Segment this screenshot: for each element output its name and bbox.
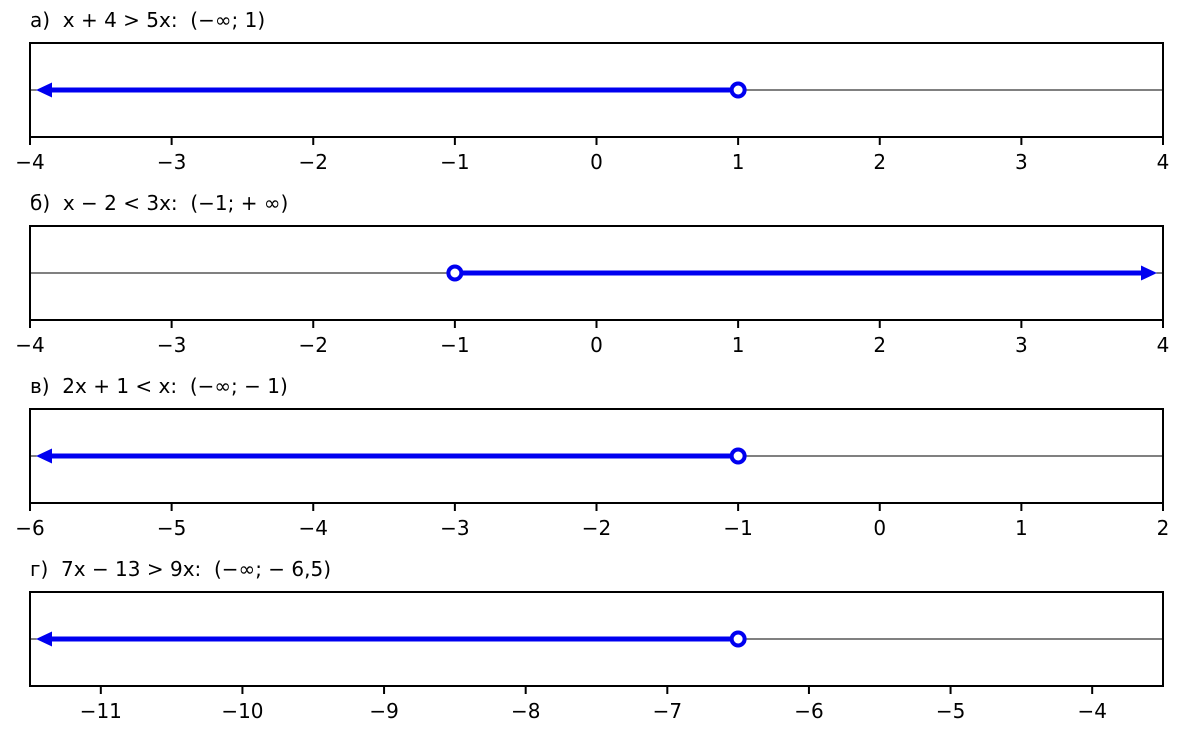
tick-label: −3 xyxy=(157,333,186,357)
open-endpoint xyxy=(446,264,464,282)
tick-label: −6 xyxy=(794,699,823,723)
tick-label: −4 xyxy=(299,516,328,540)
tick-label: 2 xyxy=(1157,516,1170,540)
tick-label: 4 xyxy=(1157,150,1170,174)
open-endpoint xyxy=(729,447,747,465)
tick-label: −2 xyxy=(582,516,611,540)
axes-frame xyxy=(29,408,1164,504)
tick-label: 1 xyxy=(732,333,745,357)
panel-b: б) x − 2 < 3x: (−1; + ∞) −4 −3 −2 −1 0 1 2 3 4 xyxy=(0,183,1185,366)
tick-label: 2 xyxy=(873,333,886,357)
tick-label: 2 xyxy=(873,150,886,174)
tick-label: −6 xyxy=(15,516,44,540)
tick-label: −5 xyxy=(936,699,965,723)
tick-label: −4 xyxy=(15,333,44,357)
panel-title-b: б) x − 2 < 3x: (−1; + ∞) xyxy=(30,191,289,215)
ray-arrowhead-icon xyxy=(36,631,52,647)
tick-label: −4 xyxy=(1077,699,1106,723)
tick-label: −3 xyxy=(440,516,469,540)
tick-label: −9 xyxy=(369,699,398,723)
tick-label: −7 xyxy=(653,699,682,723)
panel-a: а) x + 4 > 5x: (−∞; 1) −4 −3 −2 −1 0 1 2 3 4 xyxy=(0,0,1185,183)
tick-label: −2 xyxy=(299,150,328,174)
tick-label: 0 xyxy=(590,333,603,357)
tick-label: −2 xyxy=(299,333,328,357)
tick-label: −1 xyxy=(723,516,752,540)
number-line-plot-g: −11 −10 −9 −8 −7 −6 −5 −4 xyxy=(29,591,1164,723)
ray-arrowhead-icon xyxy=(36,82,52,98)
tick-label: 3 xyxy=(1015,333,1028,357)
ray-arrowhead-icon xyxy=(36,448,52,464)
tick-label: 1 xyxy=(732,150,745,174)
tick-label: −8 xyxy=(511,699,540,723)
tick-label: 0 xyxy=(590,150,603,174)
open-endpoint xyxy=(729,630,747,648)
panel-title-g: г) 7x − 13 > 9x: (−∞; − 6,5) xyxy=(30,557,332,581)
ray-arrowhead-icon xyxy=(1141,265,1157,281)
number-line-plot-v: −6 −5 −4 −3 −2 −1 0 1 2 xyxy=(15,408,1170,540)
axes-frame xyxy=(29,591,1164,687)
tick-label: 1 xyxy=(1015,516,1028,540)
tick-label: −5 xyxy=(157,516,186,540)
tick-label: −10 xyxy=(221,699,263,723)
panel-g: г) 7x − 13 > 9x: (−∞; − 6,5) −11 −10 −9 −8−… xyxy=(0,549,1185,732)
tick-label: −3 xyxy=(157,150,186,174)
tick-label: −4 xyxy=(15,150,44,174)
panel-v: в) 2x + 1 < x: (−∞; − 1) −6 −5 −4 −3 −2 −1 0 1 2 xyxy=(0,366,1185,549)
panel-title-a: а) x + 4 > 5x: (−∞; 1) xyxy=(30,8,266,32)
open-endpoint xyxy=(729,81,747,99)
tick-label: 3 xyxy=(1015,150,1028,174)
number-line-plot-b: −4 −3 −2 −1 0 1 2 3 4 xyxy=(15,225,1170,357)
tick-label: −1 xyxy=(440,333,469,357)
axes-frame xyxy=(29,42,1164,138)
tick-label: 4 xyxy=(1157,333,1170,357)
axes-frame xyxy=(29,225,1164,321)
tick-label: −11 xyxy=(80,699,122,723)
panel-title-v: в) 2x + 1 < x: (−∞; − 1) xyxy=(30,374,288,398)
tick-label: −1 xyxy=(440,150,469,174)
tick-label: 0 xyxy=(873,516,886,540)
number-line-plot-a: −4 −3 −2 −1 0 1 2 3 4 xyxy=(15,42,1170,174)
